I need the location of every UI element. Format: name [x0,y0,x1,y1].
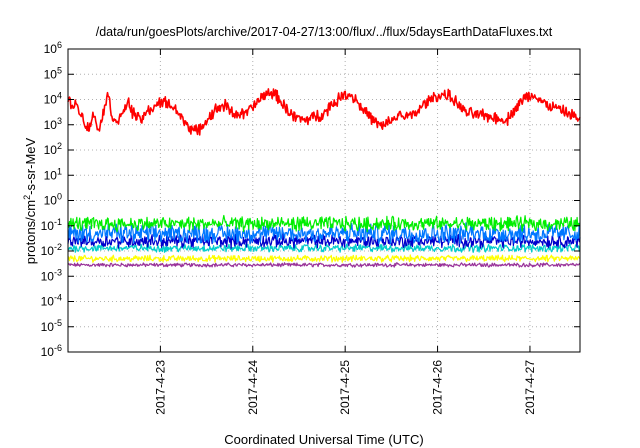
y-tick-label: 106 [44,40,62,56]
series-line-4 [67,243,581,253]
y-axis-label-rest: -s-sr-MeV [23,137,38,194]
chart-title: /data/run/goesPlots/archive/2017-04-27/1… [96,25,553,39]
y-tick-label: 10-2 [41,242,62,258]
x-tick-label: 2017-4-25 [338,360,352,415]
y-axis-label-sup: 2 [22,195,32,200]
series-line-0 [67,88,581,136]
y-tick-label: 104 [44,91,62,107]
x-axis: 2017-4-23 2017-4-24 2017-4-25 2017-4-26 2017… [153,49,537,415]
x-tick-label: 2017-4-24 [246,360,260,415]
series-line-6 [67,262,581,268]
series-line-3 [67,233,581,249]
y-tick-label: 10-3 [41,267,62,283]
y-tick-label: 10-5 [41,318,62,334]
x-tick-label: 2017-4-26 [431,360,445,415]
y-tick-label: 101 [44,166,62,182]
y-tick-label: 10-4 [41,293,62,309]
x-axis-label: Coordinated Universal Time (UTC) [224,432,423,447]
y-tick-label: 105 [44,65,62,81]
y-tick-label: 10-1 [41,217,62,233]
x-tick-label: 2017-4-23 [153,360,167,415]
series-line-1 [67,214,581,233]
grid [68,49,580,352]
y-axis-label: protons/cm2-s-sr-MeV [22,137,38,264]
y-axis: 10-6 10-5 10-4 10-3 10-2 10-1 100 101 102 103 104 1… [41,40,580,359]
y-axis-label-base: protons/cm [23,200,38,264]
y-tick-label: 103 [44,116,62,132]
x-tick-label: 2017-4-27 [523,360,537,415]
series-layer [67,88,581,268]
series-line-5 [67,254,581,263]
y-tick-label: 10-6 [41,343,62,359]
y-tick-label: 102 [44,141,62,157]
y-tick-label: 100 [44,192,62,208]
